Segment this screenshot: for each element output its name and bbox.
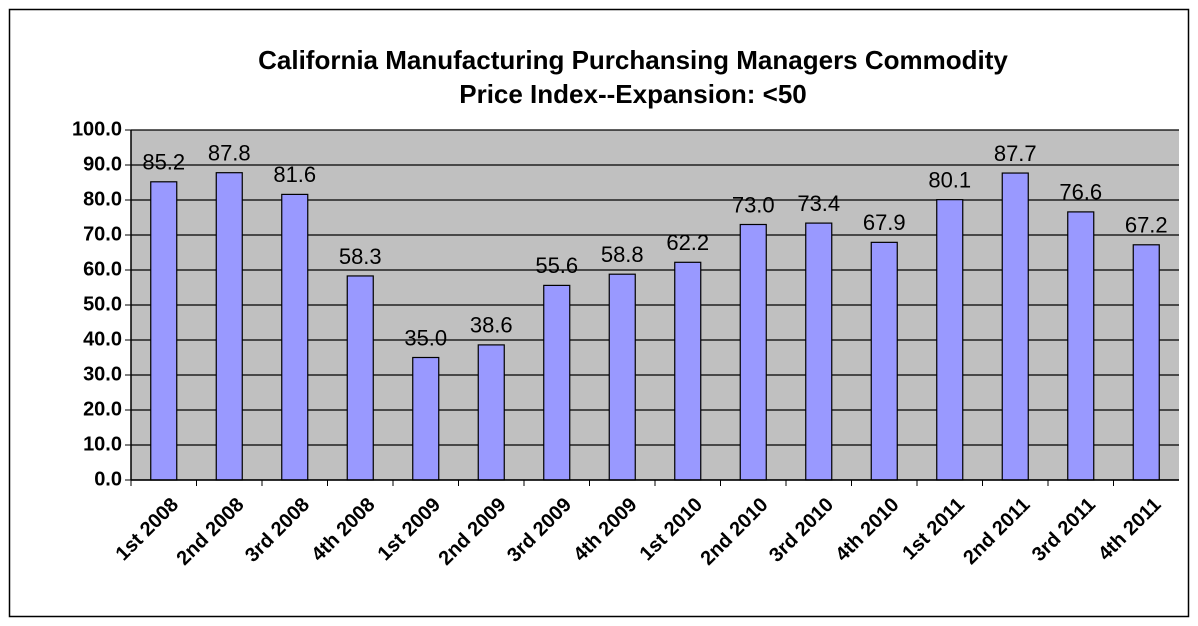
y-tick-label: 0.0 [94, 468, 122, 490]
chart-title: Price Index--Expansion: <50 [459, 79, 807, 109]
y-tick-label: 100.0 [72, 118, 122, 140]
chart-title: California Manufacturing Purchansing Man… [258, 45, 1008, 75]
value-label: 55.6 [535, 253, 578, 278]
bar [1001, 172, 1029, 481]
bar [608, 273, 636, 481]
bar [674, 261, 702, 481]
value-label: 58.8 [601, 242, 644, 267]
bar [1067, 211, 1095, 481]
value-label: 73.0 [732, 192, 775, 217]
value-label: 76.6 [1059, 180, 1102, 205]
y-tick-label: 70.0 [83, 223, 122, 245]
value-label: 62.2 [666, 230, 709, 255]
bar [281, 193, 309, 481]
value-label: 35.0 [404, 325, 447, 350]
value-label: 85.2 [142, 150, 185, 175]
y-tick-label: 20.0 [83, 398, 122, 420]
bar [936, 199, 964, 481]
y-tick-label: 30.0 [83, 363, 122, 385]
value-label: 58.3 [339, 244, 382, 269]
y-tick-label: 80.0 [83, 188, 122, 210]
y-tick-label: 90.0 [83, 153, 122, 175]
bar [870, 241, 898, 481]
bar [150, 181, 178, 481]
value-label: 67.2 [1125, 213, 1168, 238]
y-tick-label: 60.0 [83, 258, 122, 280]
value-label: 87.8 [208, 141, 251, 166]
value-label: 87.7 [994, 141, 1037, 166]
bar [739, 223, 767, 481]
bar [346, 275, 374, 481]
y-tick-label: 40.0 [83, 328, 122, 350]
value-label: 81.6 [273, 162, 316, 187]
bar [215, 172, 243, 481]
value-label: 80.1 [928, 167, 971, 192]
bar [477, 344, 505, 481]
value-label: 67.9 [863, 210, 906, 235]
y-tick-label: 50.0 [83, 293, 122, 315]
bar [805, 222, 833, 481]
bar [543, 284, 571, 481]
value-label: 38.6 [470, 313, 513, 338]
value-label: 73.4 [797, 191, 840, 216]
y-tick-label: 10.0 [83, 433, 122, 455]
bar [412, 356, 440, 481]
bar [1132, 244, 1160, 481]
